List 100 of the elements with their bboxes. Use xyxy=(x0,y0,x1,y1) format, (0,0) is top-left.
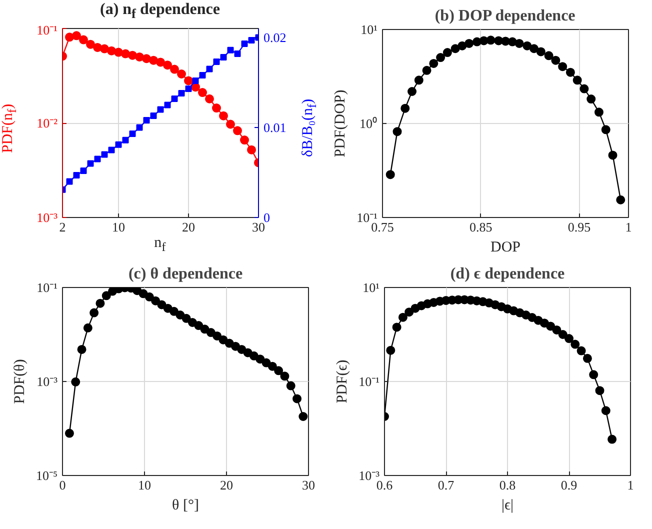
point xyxy=(212,331,222,340)
x-tick-label: 30 xyxy=(302,478,315,492)
point xyxy=(212,104,221,113)
point xyxy=(280,372,290,381)
point xyxy=(414,76,424,85)
point xyxy=(177,70,186,78)
point xyxy=(170,306,179,316)
x-tick-label: 0.95 xyxy=(568,220,591,234)
point xyxy=(595,386,604,396)
point xyxy=(398,312,408,322)
point xyxy=(102,291,111,300)
point xyxy=(247,145,256,154)
x-tick-label: 0 xyxy=(59,478,66,492)
y2-tick-label: 0.01 xyxy=(264,120,286,135)
point xyxy=(135,52,144,62)
point xyxy=(486,36,496,45)
point xyxy=(616,195,626,204)
point xyxy=(436,53,446,62)
point xyxy=(386,170,395,180)
point xyxy=(558,62,568,72)
point xyxy=(83,323,92,332)
point xyxy=(100,44,109,54)
point xyxy=(79,35,88,44)
y-tick-label: 10¹ xyxy=(360,22,378,37)
point xyxy=(77,344,86,354)
point xyxy=(400,104,410,113)
x-tick-label: 0.6 xyxy=(376,478,394,492)
x-tick-label: 0.8 xyxy=(499,478,516,492)
point xyxy=(536,47,546,56)
point xyxy=(163,60,172,70)
y2-tick-label: 0 xyxy=(264,210,270,225)
y-tick-label: 10⁻¹ xyxy=(36,280,58,295)
point xyxy=(522,41,532,50)
point xyxy=(429,58,438,68)
point xyxy=(240,136,249,145)
point xyxy=(151,296,160,306)
point xyxy=(464,38,474,48)
point xyxy=(580,84,589,94)
point xyxy=(93,42,102,52)
x-tick-label: 1 xyxy=(625,220,632,234)
y-tick-label: 10⁻⁵ xyxy=(36,468,58,483)
point xyxy=(601,406,610,416)
point xyxy=(608,150,618,160)
point xyxy=(570,340,580,349)
point xyxy=(156,58,165,67)
point xyxy=(514,38,524,48)
point xyxy=(184,76,193,86)
point xyxy=(594,108,604,117)
y-tick-label: 10⁻¹ xyxy=(358,374,380,389)
y-axis-title: PDF(ϵ) xyxy=(334,360,351,404)
point xyxy=(572,76,582,85)
x-tick-label: 30 xyxy=(252,220,265,234)
point xyxy=(442,48,452,58)
x-tick-label: 10 xyxy=(138,478,151,492)
point xyxy=(96,298,105,308)
point xyxy=(256,354,265,364)
point xyxy=(386,346,396,355)
chart-title: (c) θ dependence xyxy=(128,266,243,282)
y-tick-label: 10⁻² xyxy=(36,116,58,130)
chart-title: (b) DOP dependence xyxy=(434,8,576,24)
chart-title: (d) ϵ dependence xyxy=(450,266,565,282)
y-tick-label: 10¹ xyxy=(362,280,380,295)
point xyxy=(71,377,80,386)
x-tick-label: 20 xyxy=(220,478,233,492)
x-axis-title: θ [°] xyxy=(172,498,199,514)
x-axis-title: |ϵ| xyxy=(501,498,514,514)
point xyxy=(268,362,277,371)
point xyxy=(219,111,228,120)
y-axis-title: PDF(DOP) xyxy=(332,90,349,158)
x-axis-title: n$_{f}$ xyxy=(154,234,166,256)
y2-tick-label: 0.02 xyxy=(264,30,286,45)
y-tick-label: 10⁻³ xyxy=(36,210,58,225)
point xyxy=(576,346,586,356)
point xyxy=(292,394,302,404)
point xyxy=(404,308,414,317)
point xyxy=(198,88,207,98)
point xyxy=(589,370,598,380)
point xyxy=(558,330,568,339)
x-tick-label: 1 xyxy=(627,478,634,492)
y-axis-title: PDF(θ) xyxy=(12,359,28,404)
point xyxy=(72,31,81,40)
point xyxy=(408,87,417,96)
y-tick-label: 10⁻¹ xyxy=(36,22,58,38)
point xyxy=(286,381,296,390)
point xyxy=(392,322,402,332)
point xyxy=(608,434,617,444)
point xyxy=(422,66,432,75)
point xyxy=(90,308,99,318)
point xyxy=(64,428,74,438)
point xyxy=(450,44,460,54)
point xyxy=(170,64,179,74)
y-tick-label: 10⁻³ xyxy=(36,374,58,389)
point xyxy=(298,412,308,421)
point xyxy=(601,125,610,134)
point xyxy=(564,334,574,344)
point xyxy=(392,127,402,136)
point xyxy=(226,120,235,129)
point xyxy=(182,314,191,323)
chart-title: (a) n$_{f}$ dependence xyxy=(100,0,220,24)
point xyxy=(551,56,560,65)
